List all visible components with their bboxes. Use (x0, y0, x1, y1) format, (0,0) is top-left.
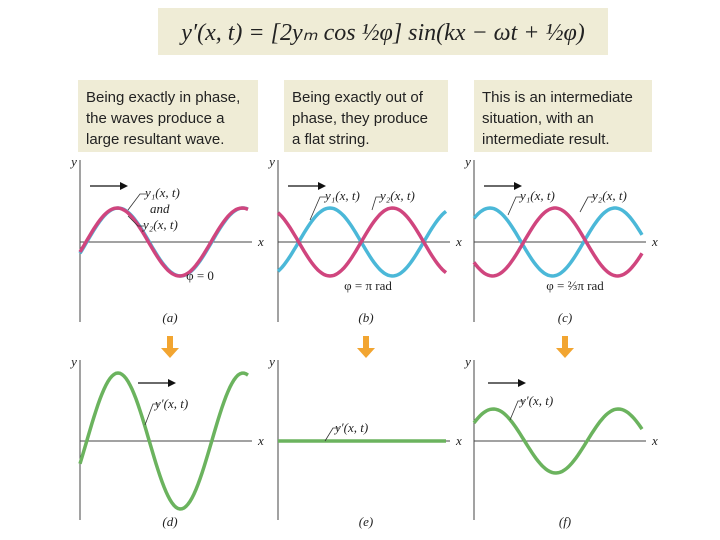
resultant-label: y′(x, t) (153, 396, 188, 411)
x-axis-label: x (455, 433, 462, 448)
arrow-head (514, 182, 522, 190)
wave-y2 (276, 206, 448, 278)
y-axis-label: y (69, 354, 77, 369)
y-axis-label: y (267, 354, 275, 369)
wave-y1 (472, 206, 644, 278)
arrow-head (518, 379, 526, 387)
caption-line: situation, with an (482, 110, 594, 127)
resultant-label: y′(x, t) (333, 420, 368, 435)
wave-label: y₁(x, t) (143, 185, 180, 200)
caption-line: intermediate result. (482, 131, 610, 148)
phase-label: φ = 0 (186, 268, 214, 283)
phase-label: φ = π rad (344, 278, 392, 293)
resultant-label: y′(x, t) (518, 393, 553, 408)
caption-line: large resultant wave. (86, 131, 224, 148)
leader-line (127, 193, 146, 211)
equation: y′(x, t) = [2yₘ cos ½φ] sin(kx − ωt + ½φ… (179, 20, 585, 46)
wave-label: y₂(x, t) (141, 217, 178, 232)
caption-line: phase, they produce (292, 110, 428, 127)
leader-line (127, 215, 144, 227)
down-arrow (357, 336, 375, 358)
leader-line (309, 196, 326, 221)
caption-line: Being exactly out of (292, 89, 424, 106)
caption-line: the waves produce a (86, 110, 225, 127)
wave-label: y₁(x, t) (323, 188, 360, 203)
y-axis-label: y (267, 154, 275, 169)
panel-tag: (b) (358, 310, 373, 325)
leader-line (371, 196, 382, 211)
caption-box (474, 80, 652, 152)
wave-label: y₂(x, t) (590, 188, 627, 203)
down-arrow (556, 336, 574, 358)
phase-label: φ = ⅔π rad (546, 278, 604, 293)
arrow-head (168, 379, 176, 387)
panel-tag: (a) (162, 310, 177, 325)
y-axis-label: y (463, 154, 471, 169)
wave-label: and (150, 201, 170, 216)
x-axis-label: x (257, 433, 264, 448)
panel-tag: (e) (359, 514, 373, 529)
panel-tag: (d) (162, 514, 177, 529)
y-axis-label: y (69, 154, 77, 169)
equation-box (158, 8, 608, 55)
panel-tag: (c) (558, 310, 572, 325)
caption-line: Being exactly in phase, (86, 89, 240, 106)
x-axis-label: x (455, 234, 462, 249)
caption-box (78, 80, 258, 152)
leader-line (507, 196, 522, 216)
caption-line: This is an intermediate (482, 89, 633, 106)
down-arrow (161, 336, 179, 358)
leader-line (324, 427, 339, 442)
arrow-head (120, 182, 128, 190)
x-axis-label: x (651, 234, 658, 249)
leader-line (579, 196, 594, 213)
leader-line (144, 403, 159, 426)
resultant-wave (78, 371, 249, 511)
y-axis-label: y (463, 354, 471, 369)
x-axis-label: x (257, 234, 264, 249)
x-axis-label: x (651, 433, 658, 448)
panel-tag: (f) (559, 514, 571, 529)
wave-y2 (78, 206, 249, 278)
wave-label: y₂(x, t) (378, 188, 415, 203)
wave-y2 (472, 206, 644, 278)
leader-line (509, 400, 524, 421)
arrow-head (318, 182, 326, 190)
caption-line: a flat string. (292, 131, 370, 148)
wave-label: y₁(x, t) (518, 188, 555, 203)
caption-box (284, 80, 448, 152)
resultant-wave (472, 407, 644, 475)
